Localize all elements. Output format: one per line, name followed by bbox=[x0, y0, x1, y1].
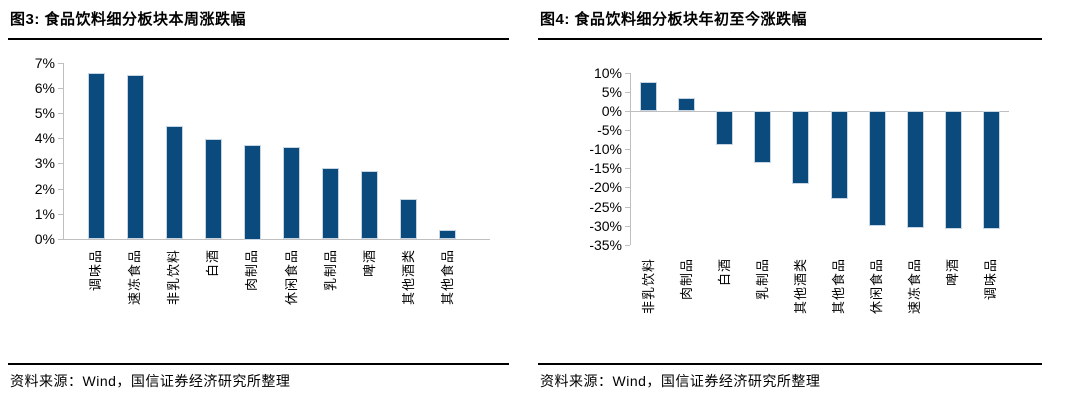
x-label: 休闲食品 bbox=[284, 249, 299, 306]
y-tick bbox=[625, 187, 630, 188]
x-label: 乳制品 bbox=[323, 249, 338, 292]
y-axis-line bbox=[630, 73, 631, 245]
x-label: 调味品 bbox=[88, 249, 103, 292]
y-tick bbox=[58, 239, 63, 240]
y-tick-label: 5% bbox=[34, 105, 55, 121]
y-tick bbox=[58, 214, 63, 215]
x-label: 非乳饮料 bbox=[641, 258, 656, 315]
bar-白酒 bbox=[716, 111, 733, 145]
y-tick-label: -30% bbox=[589, 218, 622, 234]
figure-3-title-rule bbox=[8, 38, 509, 40]
y-axis-line bbox=[63, 63, 64, 239]
x-label: 白酒 bbox=[717, 258, 732, 287]
bar-啤酒 bbox=[361, 171, 378, 239]
y-tick bbox=[625, 207, 630, 208]
y-tick-label: 0% bbox=[601, 103, 622, 119]
x-label: 速冻食品 bbox=[907, 258, 922, 315]
y-tick-label: 2% bbox=[34, 181, 55, 197]
bar-其他食品 bbox=[831, 111, 848, 199]
bar-其他酒类 bbox=[792, 111, 809, 184]
x-label: 肉制品 bbox=[244, 249, 259, 292]
bar-肉制品 bbox=[678, 98, 695, 111]
y-tick bbox=[625, 149, 630, 150]
figure-4: 图4: 食品饮料细分板块年初至今涨跌幅 10% 5% 0% -5% -10% -15% -2… bbox=[538, 0, 1042, 400]
x-label: 其他食品 bbox=[831, 258, 846, 315]
x-label: 啤酒 bbox=[362, 249, 377, 278]
figure-3-source: 资料来源：Wind，国信证券经济研究所整理 bbox=[10, 373, 291, 389]
y-tick bbox=[58, 189, 63, 190]
bar-肉制品 bbox=[244, 145, 261, 240]
bar-休闲食品 bbox=[283, 147, 300, 239]
figure-4-title: 图4: 食品饮料细分板块年初至今涨跌幅 bbox=[540, 11, 808, 28]
bar-其他食品 bbox=[439, 230, 456, 239]
figure-3-title: 图3: 食品饮料细分板块本周涨跌幅 bbox=[10, 11, 247, 28]
zero-baseline bbox=[63, 239, 490, 240]
x-label: 乳制品 bbox=[755, 258, 770, 301]
y-tick bbox=[625, 245, 630, 246]
x-label: 肉制品 bbox=[679, 258, 694, 301]
y-tick bbox=[625, 168, 630, 169]
figure-4-footer-rule bbox=[538, 363, 1042, 365]
figure-3-footer-rule bbox=[8, 363, 509, 365]
x-label: 啤酒 bbox=[945, 258, 960, 287]
bar-调味品 bbox=[88, 73, 105, 239]
y-tick bbox=[58, 63, 63, 64]
bar-非乳饮料 bbox=[166, 126, 183, 239]
y-tick bbox=[58, 88, 63, 89]
y-tick-label: 3% bbox=[34, 155, 55, 171]
x-label: 其他食品 bbox=[440, 249, 455, 306]
x-label: 休闲食品 bbox=[869, 258, 884, 315]
y-tick bbox=[625, 226, 630, 227]
y-tick-label: -10% bbox=[589, 141, 622, 157]
bar-其他酒类 bbox=[400, 199, 417, 239]
y-tick-label: 1% bbox=[34, 206, 55, 222]
figure-4-source: 资料来源：Wind，国信证券经济研究所整理 bbox=[540, 373, 821, 389]
bar-休闲食品 bbox=[869, 111, 886, 226]
bar-非乳饮料 bbox=[640, 82, 657, 111]
y-tick-label: 7% bbox=[34, 55, 55, 71]
y-tick-label: -25% bbox=[589, 199, 622, 215]
x-label: 速冻食品 bbox=[127, 249, 142, 306]
bar-调味品 bbox=[983, 111, 1000, 229]
y-tick-label: 6% bbox=[34, 80, 55, 96]
bar-乳制品 bbox=[754, 111, 771, 163]
y-tick bbox=[625, 92, 630, 93]
x-label: 调味品 bbox=[983, 258, 998, 301]
y-tick bbox=[625, 73, 630, 74]
x-label: 其他酒类 bbox=[401, 249, 416, 306]
bar-乳制品 bbox=[322, 168, 339, 239]
figure-3: 图3: 食品饮料细分板块本周涨跌幅 7% 6% 5% 4% 3% 2% 1% 0% 调味品 速冻食… bbox=[8, 0, 509, 400]
bar-速冻食品 bbox=[907, 111, 924, 228]
y-tick-label: -5% bbox=[597, 122, 622, 138]
bar-速冻食品 bbox=[127, 75, 144, 239]
figure-3-chart: 7% 6% 5% 4% 3% 2% 1% 0% 调味品 速冻食品 非乳饮料 白酒 肉制品 休闲食品 乳制品 啤… bbox=[8, 0, 509, 360]
y-tick bbox=[58, 113, 63, 114]
y-tick bbox=[58, 163, 63, 164]
y-tick bbox=[625, 111, 630, 112]
x-label: 其他酒类 bbox=[793, 258, 808, 315]
y-tick-label: 0% bbox=[34, 231, 55, 247]
bar-啤酒 bbox=[945, 111, 962, 229]
y-tick-label: -15% bbox=[589, 160, 622, 176]
figure-4-chart: 10% 5% 0% -5% -10% -15% -20% -25% -30% -35% 非乳饮料 肉制… bbox=[538, 0, 1042, 360]
zero-baseline bbox=[630, 111, 1009, 112]
x-label: 白酒 bbox=[205, 249, 220, 278]
y-tick bbox=[625, 130, 630, 131]
y-tick-label: 5% bbox=[601, 84, 622, 100]
y-tick-label: 10% bbox=[593, 65, 622, 81]
figure-4-title-rule bbox=[538, 38, 1042, 40]
y-tick-label: 4% bbox=[34, 130, 55, 146]
x-label: 非乳饮料 bbox=[166, 249, 181, 306]
y-tick-label: -35% bbox=[589, 237, 622, 253]
y-tick-label: -20% bbox=[589, 179, 622, 195]
bar-白酒 bbox=[205, 139, 222, 239]
y-tick bbox=[58, 138, 63, 139]
